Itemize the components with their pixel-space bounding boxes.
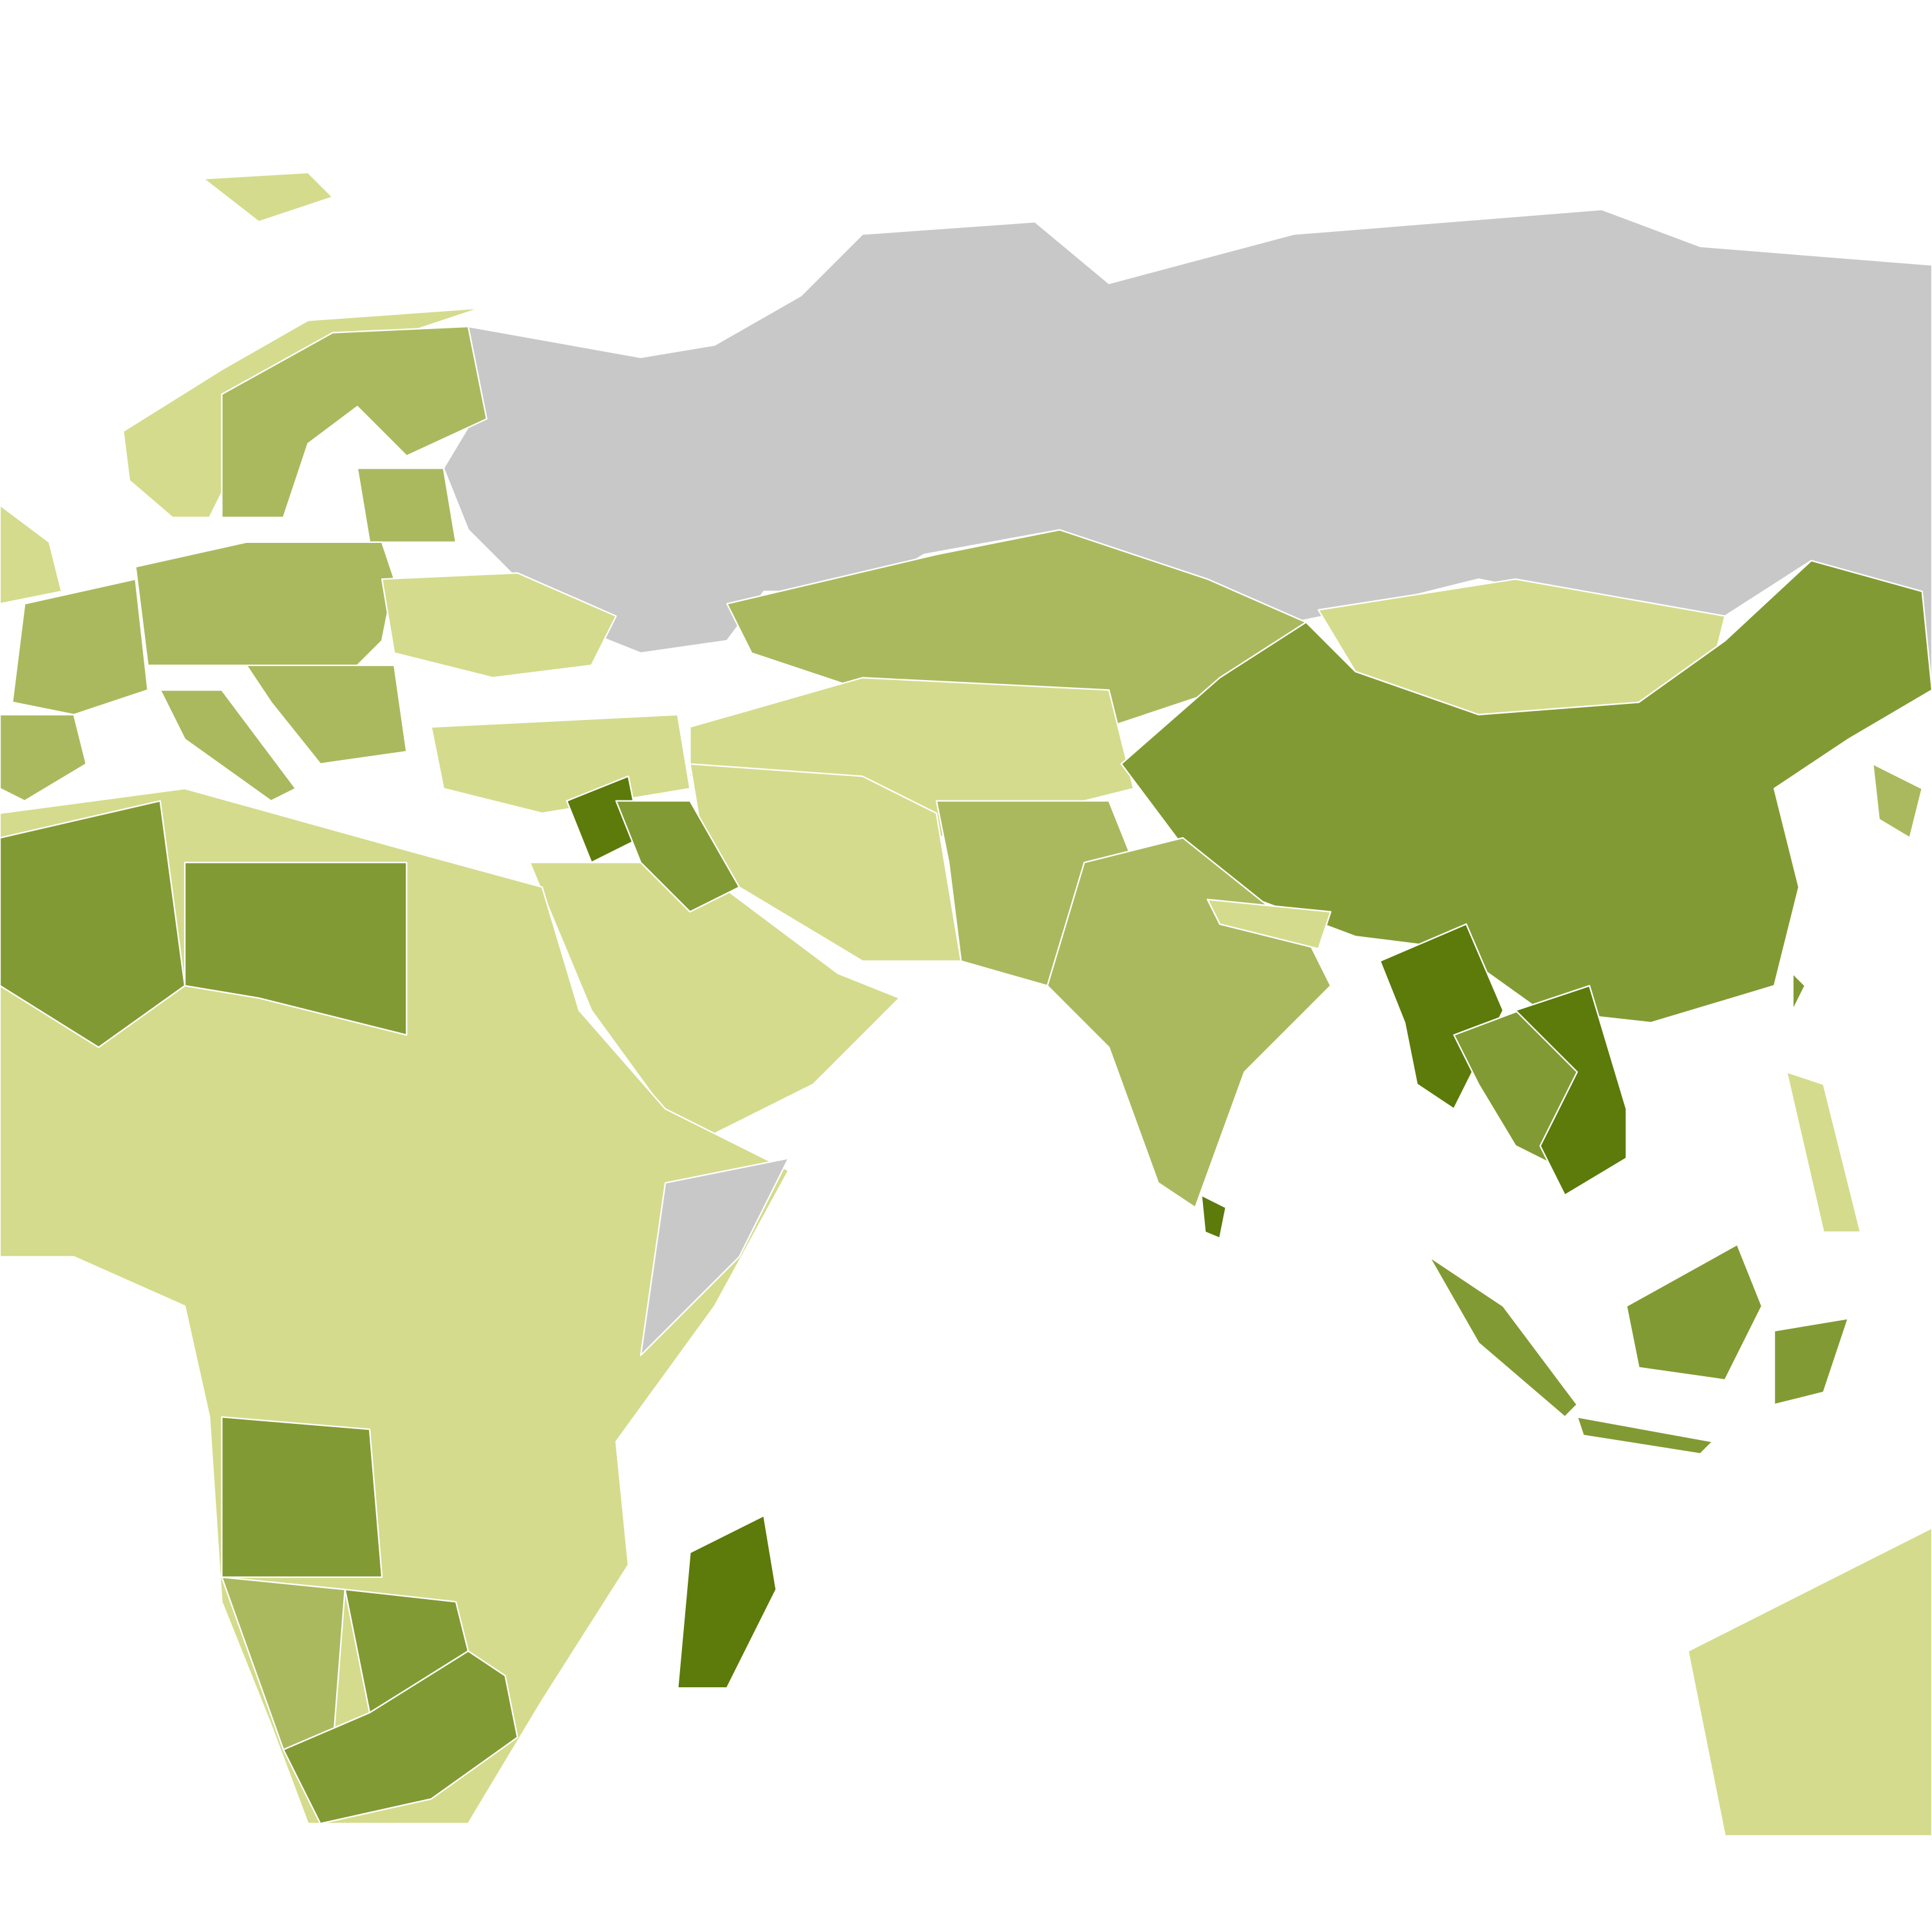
region [1792, 972, 1806, 1012]
region [202, 171, 334, 223]
region [1200, 1194, 1227, 1239]
region [1773, 1318, 1850, 1406]
region [159, 689, 297, 802]
region [221, 1416, 383, 1578]
region [11, 578, 149, 715]
region [0, 800, 186, 1048]
region [221, 1576, 346, 1750]
region [135, 541, 395, 691]
region [639, 1157, 790, 1356]
region [0, 714, 88, 802]
regions [0, 171, 1932, 1837]
region [1428, 1256, 1578, 1418]
region [1872, 763, 1923, 839]
region [0, 504, 62, 605]
region [1515, 985, 1627, 1197]
region [677, 1515, 777, 1689]
region [1206, 898, 1332, 950]
region [184, 862, 408, 1036]
region [615, 800, 741, 913]
region [1687, 1527, 1932, 1837]
region [1625, 1244, 1763, 1381]
region [356, 467, 457, 543]
region [430, 714, 691, 814]
region [1786, 1071, 1862, 1233]
region [282, 1650, 518, 1824]
region [1576, 1416, 1714, 1455]
region [245, 665, 408, 765]
region [221, 325, 488, 518]
region [1120, 560, 1932, 1024]
region [0, 788, 790, 1824]
region [381, 572, 617, 679]
